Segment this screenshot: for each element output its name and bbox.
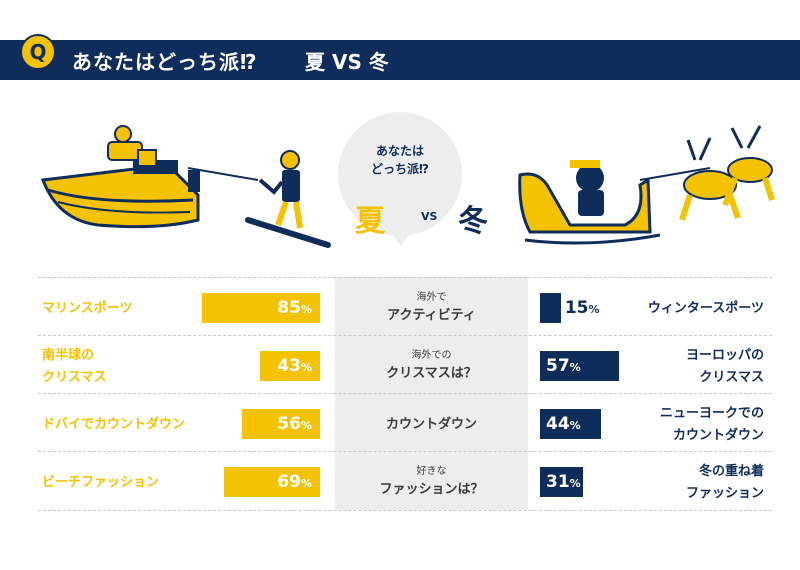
question-badge: Q [20,34,56,70]
percent-unit: % [300,419,312,432]
summer-item-label-line: クリスマス [42,370,107,385]
center-category-label: 好きなファッションは？ [335,464,528,500]
summer-percent-value: 56 [277,414,301,434]
jetski-wakeboard-illustration [40,125,331,248]
winter-percent-label: 57% [546,351,581,383]
winter-item-label-line: ファッション [685,486,764,501]
percent-unit: % [569,361,581,374]
center-category-label: カウントダウン [335,415,528,435]
winter-percent-label: 44% [546,409,581,441]
center-category-title: ファッションは？ [379,482,484,497]
summer-item-label: ビーチファッション [42,472,159,494]
summer-percent-label: 69% [250,467,312,499]
winter-percent-label: 31% [546,467,581,499]
winter-bar [540,409,602,439]
center-category-title: アクティビティ [387,308,476,323]
winter-item-label-line: ヨーロッパの [685,348,764,363]
summer-item-label: 南半球の クリスマス [42,345,107,389]
winter-item-label: ウィンタースポーツ [648,298,764,320]
summer-item-label-line: ドバイでカウントダウン [42,417,186,432]
summer-percent-label: 56% [250,409,312,441]
winter-item-label: 冬の重ね着ファッション [686,461,764,505]
center-category-title: カウントダウン [385,417,477,432]
bubble-question-text: あなたは どっち派⁉ [338,142,462,178]
sleigh-reindeer-illustration [518,125,775,245]
percent-unit: % [569,477,581,490]
winter-percent-value: 57 [546,356,570,376]
summer-item-label-line: マリンスポーツ [42,301,133,316]
winter-item-label-line: ウィンタースポーツ [647,301,764,316]
winter-item-label-line: ニューヨークでの [659,406,764,421]
summer-percent-label: 43% [250,351,312,383]
row-divider [38,451,772,452]
row-divider [38,335,772,336]
winter-bar [540,351,620,381]
winter-item-label-line: カウントダウン [672,428,764,443]
summer-percent-value: 85 [277,298,301,318]
center-category-label: 海外でアクティビティ [335,290,528,326]
winter-percent-label: 15% [565,293,600,325]
percent-unit: % [300,477,312,490]
row-divider [38,510,772,511]
winter-bar [540,467,584,497]
center-category-prefix: 海外で [416,292,447,303]
bubble-line-1: あなたは [375,144,424,158]
percent-unit: % [300,361,312,374]
winter-percent-value: 31 [546,472,570,492]
summer-percent-value: 43 [277,356,301,376]
rider-icon [107,125,157,167]
center-category-prefix: 海外での [411,350,452,361]
bubble-line-2: どっち派⁉ [371,162,429,176]
winter-bar [540,293,561,323]
wakeboarder-icon [245,150,331,248]
summer-heading: 夏 [355,204,385,239]
center-category-title: クリスマスは？ [386,366,477,381]
percent-unit: % [569,419,581,432]
page-title: あなたはどっち派⁉ [72,50,258,74]
center-category-prefix: 好きな [416,466,447,477]
percent-unit: % [300,303,312,316]
winter-percent-value: 15 [564,298,589,318]
row-divider [38,393,772,394]
vs-label: VS [421,210,438,223]
page-subtitle: 夏 VS 冬 [305,50,389,74]
summer-percent-label: 85% [250,293,312,325]
sleigh-icon [518,160,661,245]
summer-item-label: ドバイでカウントダウン [42,414,185,436]
summer-percent-value: 69 [277,472,301,492]
summer-bar [242,409,320,439]
summer-bar [201,293,320,323]
percent-unit: % [588,303,600,316]
center-category-label: 海外でのクリスマスは？ [335,348,528,384]
question-bubble-tail [391,232,411,246]
question-bubble [338,112,462,236]
summer-bar [260,351,320,381]
summer-bar [224,467,320,497]
summer-item-label: マリンスポーツ [42,298,132,320]
jetski-icon [40,160,200,229]
winter-percent-value: 44 [546,414,570,434]
winter-item-label: ニューヨークでのカウントダウン [660,403,764,447]
header-bar [0,40,800,80]
summer-item-label-line: ビーチファッション [42,475,160,490]
winter-item-label: ヨーロッパのクリスマス [686,345,764,389]
summer-item-label-line: 南半球の [42,348,95,363]
row-divider [38,277,772,278]
winter-item-label-line: クリスマス [699,370,764,385]
winter-item-label-line: 冬の重ね着 [698,464,764,479]
reindeer-icon [679,125,775,221]
winter-heading: 冬 [458,204,488,239]
